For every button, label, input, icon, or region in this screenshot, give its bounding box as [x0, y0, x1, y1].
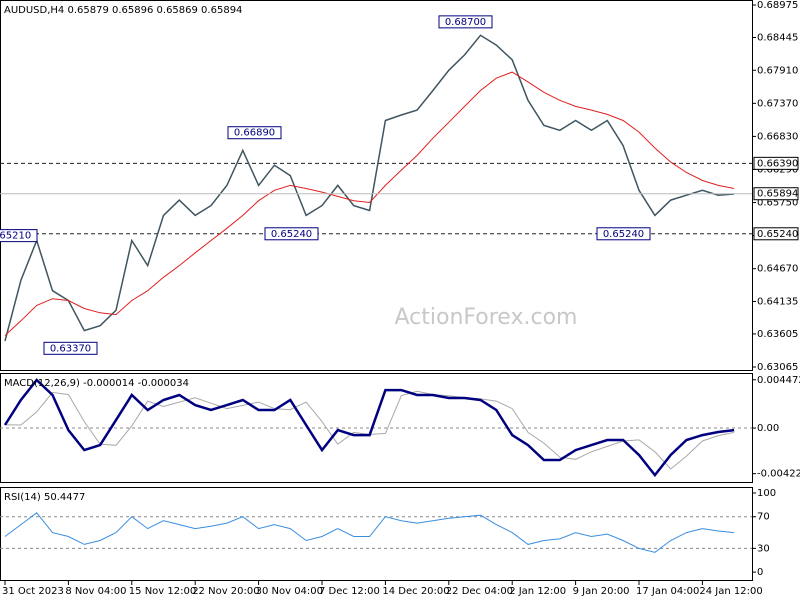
x-tick-label: 22 Nov 20:00 [192, 586, 259, 597]
annotation-label: 0.63370 [50, 343, 91, 354]
series-line [4, 512, 735, 553]
x-tick-label: 22 Dec 04:00 [446, 586, 513, 597]
annotation-label: 0.68700 [445, 17, 486, 28]
x-tick-label: 9 Jan 20:00 [573, 586, 630, 597]
x-tick-label: 8 Nov 04:00 [65, 586, 126, 597]
current-price-label: 0.65894 [757, 189, 798, 200]
y-tick-label: 100 [757, 488, 776, 499]
y-tick-label: 0.68975 [757, 0, 798, 11]
y-tick-label: 0.00 [757, 423, 779, 434]
y-tick-label: 30 [757, 543, 770, 554]
annotation-box [596, 227, 651, 241]
annotation-label: 0.66890 [234, 128, 275, 139]
pane-frame [0, 487, 753, 581]
y-tick-label: 0.63065 [757, 362, 798, 373]
x-tick-label: 30 Nov 04:00 [256, 586, 323, 597]
series-line [4, 34, 735, 342]
y-tick-label: 0.64670 [757, 264, 798, 275]
x-tick-label: 2 Jan 12:00 [509, 586, 566, 597]
pane-frame [0, 0, 753, 371]
annotation-label: 0.65240 [603, 229, 644, 240]
annotation-label: 0.65240 [271, 229, 312, 240]
series-line [3, 378, 735, 478]
annotation-box [43, 341, 98, 355]
y-tick-label: 0.67370 [757, 98, 798, 109]
annotation-box [0, 229, 38, 243]
x-tick-label: 14 Dec 20:00 [382, 586, 449, 597]
y-tick-label: 0.004472 [757, 375, 800, 386]
y-tick-label: -0.004229 [757, 469, 800, 480]
pane-title: AUDUSD,H4 0.65879 0.65896 0.65869 0.6589… [4, 5, 242, 16]
x-tick-label: 31 Oct 2023 [2, 586, 64, 597]
x-tick-label: 17 Jan 04:00 [636, 586, 699, 597]
y-tick-label: 0.67910 [757, 65, 798, 76]
price-tag-label: 0.65240 [757, 229, 798, 240]
y-tick-label: 70 [757, 512, 770, 523]
annotation-box [438, 15, 493, 29]
x-tick-label: 24 Jan 12:00 [699, 586, 762, 597]
y-tick-label: 0.68445 [757, 32, 798, 43]
pane-title: RSI(14) 50.4477 [4, 492, 85, 503]
price-tag-label: 0.66390 [757, 158, 798, 169]
series-line [4, 71, 735, 336]
y-tick-label: 0.65750 [757, 198, 798, 209]
y-tick-label: 0.64135 [757, 296, 798, 307]
annotation-box [264, 227, 319, 241]
x-tick-label: 7 Dec 12:00 [319, 586, 380, 597]
price-tag [753, 156, 799, 170]
watermark: ActionForex.com [395, 305, 578, 330]
price-tag [753, 187, 799, 201]
x-tick-label: 15 Nov 12:00 [129, 586, 196, 597]
y-tick-label: 0.63605 [757, 329, 798, 340]
pane-title: MACD(12,26,9) -0.000014 -0.000034 [4, 378, 189, 389]
annotation-label: 0.65210 [0, 231, 31, 242]
y-tick-label: 0.66830 [757, 131, 798, 142]
price-tag [753, 227, 799, 241]
annotation-box [227, 126, 282, 140]
y-tick-label: 0 [757, 567, 763, 578]
y-tick-label: 0.66290 [757, 164, 798, 175]
